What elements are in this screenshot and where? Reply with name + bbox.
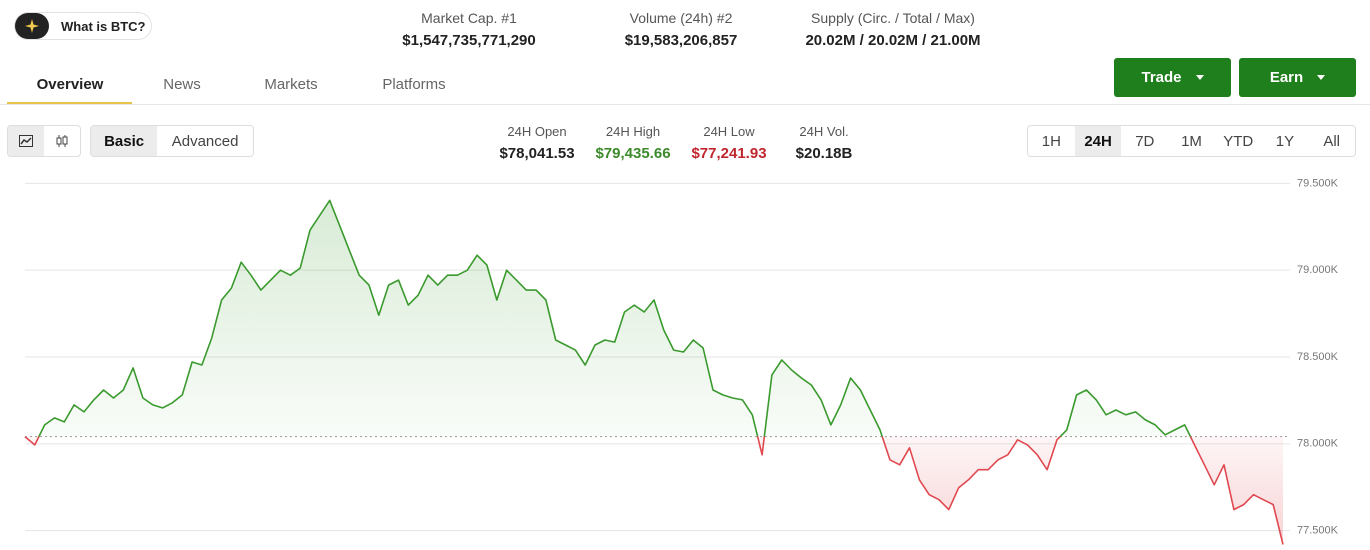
stat-value: $1,547,735,771,290 [402,32,536,49]
caret [1195,75,1204,80]
day-stat-label: 24H Vol. [799,124,849,139]
price-line [24,199,1284,545]
range-button[interactable]: All [1323,132,1340,150]
range-selector: 1H 24H 7D 1M YTD 1Y All [1027,125,1356,157]
button-label: Trade [1141,69,1182,86]
chart-type-toggle [7,125,81,157]
tab[interactable]: Overview [36,76,104,93]
view-mode[interactable]: Basic [91,126,158,156]
day-stat: 24H Low $77,241.93 [691,124,766,162]
range-button[interactable]: 7D [1135,132,1155,150]
y-tick-label: 78.500K [1297,351,1339,363]
view-mode-toggle: Basic Advanced [90,125,254,157]
day-stat-value: $78,041.53 [499,145,575,162]
price-chart: 77.500K 78.000K 78.500K 79.000K 79.500K [24,177,1339,545]
day-stat-label: 24H High [605,124,661,139]
day-stat: 24H Open $78,041.53 [499,124,574,162]
y-tick-label: 78.000K [1297,438,1339,450]
stat-value: 20.02M / 20.02M / 21.00M [805,32,981,49]
day-stat-value: $20.18B [795,145,853,162]
day-stat-label: 24H Low [703,124,755,139]
range-button[interactable]: 24H [1074,126,1122,156]
range-button[interactable]: 1Y [1275,132,1295,150]
line-chart-button[interactable] [8,126,44,156]
tab-underline [7,102,132,104]
stat-value: $19,583,206,857 [624,32,738,49]
what-is-btc[interactable]: What is BTC? [14,12,152,40]
range-button[interactable]: 1M [1181,132,1202,150]
price-area [25,200,1283,545]
stat: Market Cap. #1 $1,547,735,771,290 [402,10,535,49]
stat-label: Volume (24h) #2 [629,10,733,26]
button-label: Earn [1269,69,1304,86]
range-button[interactable]: YTD [1223,132,1254,150]
trade-button[interactable]: Trade [1114,58,1231,97]
tab[interactable]: Markets [264,76,318,93]
y-tick-label: 77.500K [1297,525,1339,537]
pill-label: What is BTC? [61,18,146,34]
day-stat-value: $77,241.93 [691,145,767,162]
sparkle-icon [15,13,49,39]
stat-label: Supply (Circ. / Total / Max) [811,10,975,26]
day-stat: 24H High $79,435.66 [595,124,670,162]
day-stat-value: $79,435.66 [595,145,671,162]
view-mode[interactable]: Advanced [171,132,239,150]
range-button[interactable]: 1H [1041,132,1061,150]
stat: Supply (Circ. / Total / Max) 20.02M / 20.… [805,10,980,49]
day-stat: 24H Vol. $20.18B [796,124,853,162]
caret [1317,75,1326,80]
earn-button[interactable]: Earn [1239,58,1356,97]
tab-divider [0,104,1370,105]
candle-chart-button[interactable] [44,126,80,156]
stat: Volume (24h) #2 $19,583,206,857 [625,10,738,49]
y-tick-label: 79.000K [1297,264,1339,276]
tab[interactable]: Platforms [382,76,446,93]
day-stat-label: 24H Open [507,124,567,139]
y-tick-label: 79.500K [1297,177,1339,189]
tab[interactable]: News [163,76,201,93]
stat-label: Market Cap. #1 [421,10,517,26]
